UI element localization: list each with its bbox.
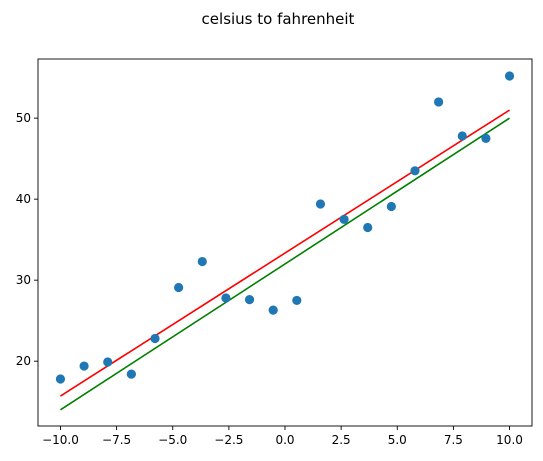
x-tick-label: −5.0 [158,433,187,447]
data-point [103,357,113,367]
y-axis: 20 30 40 50 [16,111,38,368]
data-point [221,293,231,303]
data-point [410,166,420,176]
data-point [268,305,278,315]
data-point [292,295,302,306]
data-point [174,282,184,293]
data-point [457,131,467,141]
data-points [55,71,515,384]
data-point [55,374,66,384]
data-point [150,333,160,344]
data-point [504,71,515,81]
data-point [315,199,326,209]
y-tick-label: 20 [16,354,31,368]
fit-line-0 [60,109,510,397]
chart-title: celsius to fahrenheit [202,10,355,28]
data-point [481,133,491,143]
plot-frame [37,58,533,427]
x-tick-label: 7.5 [444,433,463,447]
x-axis: −10.0 −7.5 −5.0 −2.5 0.0 2.5 5.0 7.5 10.0 [42,426,523,447]
x-tick-label: 2.5 [332,433,351,447]
data-point [386,201,396,212]
y-tick-label: 30 [16,273,31,287]
y-tick-label: 40 [16,192,31,206]
data-point [363,222,373,233]
y-tick-label: 50 [16,111,31,125]
data-point [339,214,349,225]
x-tick-label: −10.0 [42,433,79,447]
data-point [126,369,136,379]
data-point [244,295,255,305]
x-tick-label: −7.5 [102,433,131,447]
x-tick-label: −2.5 [214,433,243,447]
data-point [434,97,444,107]
fit-line-1 [60,117,510,411]
x-tick-label: 5.0 [388,433,407,447]
data-point [79,361,89,371]
x-tick-label: 10.0 [496,433,523,447]
data-point [197,256,207,267]
fit-lines [60,109,510,411]
x-tick-label: 0.0 [275,433,294,447]
